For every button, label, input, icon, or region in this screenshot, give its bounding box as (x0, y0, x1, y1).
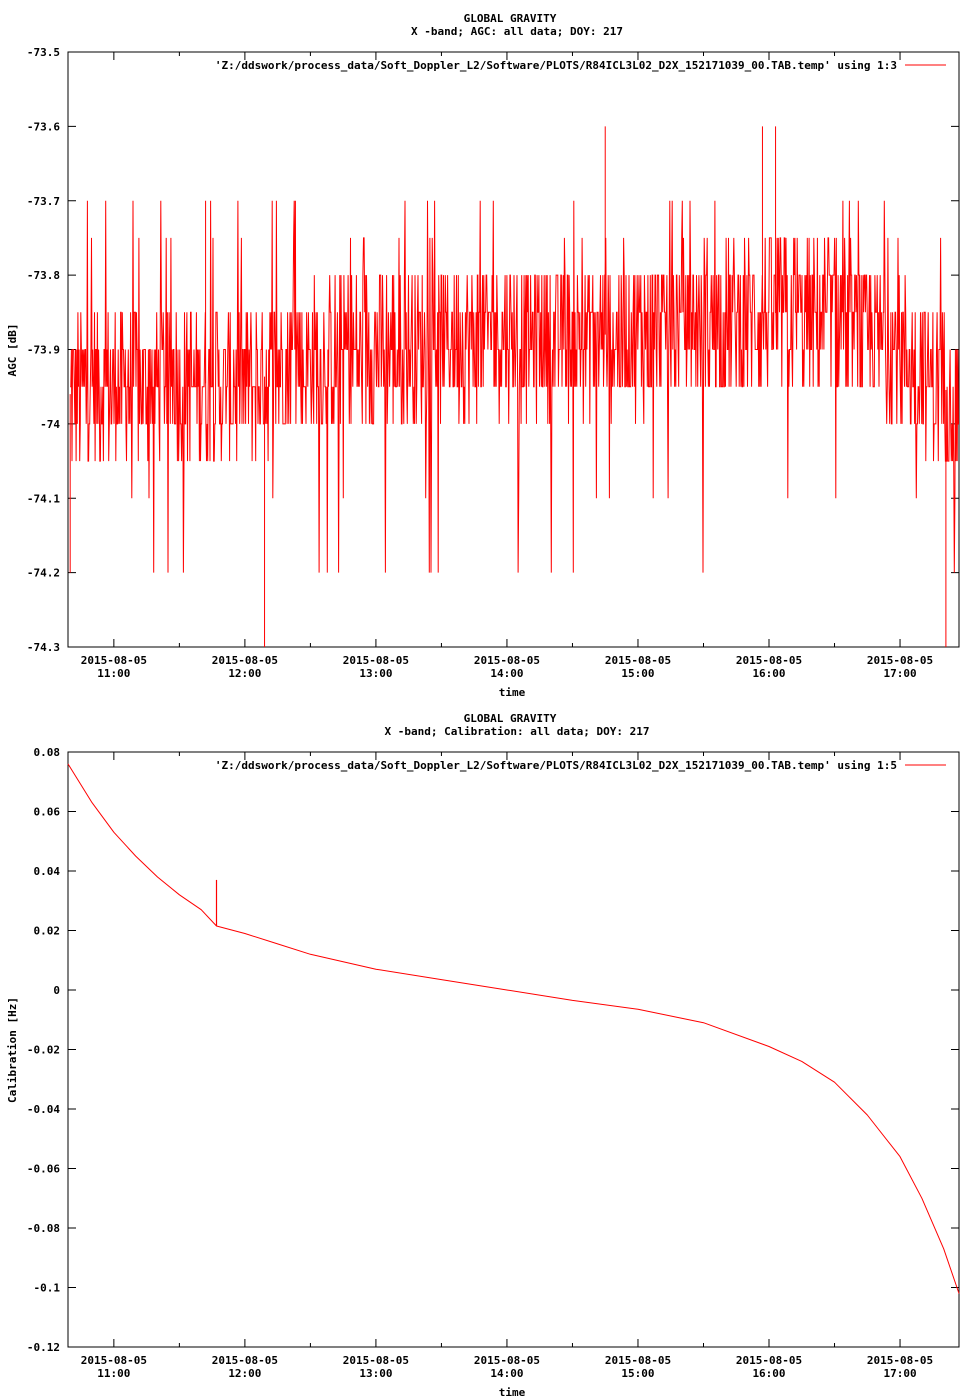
x-tick-date-label: 2015-08-05 (474, 1354, 540, 1367)
y-tick-label: -0.04 (27, 1103, 60, 1116)
x-tick-date-label: 2015-08-05 (474, 654, 540, 667)
x-tick-time-label: 13:00 (359, 1367, 392, 1380)
x-tick-date-label: 2015-08-05 (212, 654, 278, 667)
calibration-x-axis-label: time (499, 1386, 526, 1399)
agc-chart: GLOBAL GRAVITY X -band; AGC: all data; D… (6, 12, 960, 699)
x-tick-date-label: 2015-08-05 (212, 1354, 278, 1367)
calibration-legend-label: 'Z:/ddswork/process_data/Soft_Doppler_L2… (215, 759, 897, 772)
y-tick-label: -0.02 (27, 1044, 60, 1057)
x-tick-date-label: 2015-08-05 (867, 654, 933, 667)
y-tick-label: 0.02 (34, 925, 61, 938)
x-tick-time-label: 14:00 (490, 667, 523, 680)
agc-y-axis-label: AGC [dB] (6, 324, 19, 377)
x-tick-date-label: 2015-08-05 (343, 654, 409, 667)
y-tick-label: 0.06 (34, 806, 61, 819)
agc-x-axis-label: time (499, 686, 526, 699)
y-tick-label: -73.6 (27, 120, 60, 133)
x-tick-time-label: 12:00 (228, 667, 261, 680)
y-tick-label: -74.3 (27, 641, 60, 654)
y-tick-label: -74.2 (27, 567, 60, 580)
y-tick-label: 0.08 (34, 746, 61, 759)
x-tick-time-label: 17:00 (883, 667, 916, 680)
x-tick-date-label: 2015-08-05 (81, 654, 147, 667)
y-tick-label: 0 (53, 984, 60, 997)
x-tick-time-label: 13:00 (359, 667, 392, 680)
x-tick-date-label: 2015-08-05 (605, 1354, 671, 1367)
x-tick-date-label: 2015-08-05 (343, 1354, 409, 1367)
x-tick-time-label: 16:00 (752, 667, 785, 680)
calibration-chart-subtitle: X -band; Calibration: all data; DOY: 217 (385, 725, 650, 738)
y-tick-label: -74.1 (27, 492, 60, 505)
x-tick-time-label: 11:00 (97, 667, 130, 680)
x-tick-date-label: 2015-08-05 (736, 654, 802, 667)
calibration-chart: GLOBAL GRAVITY X -band; Calibration: all… (6, 712, 960, 1399)
y-tick-label: -73.7 (27, 195, 60, 208)
y-tick-label: 0.04 (34, 865, 61, 878)
calibration-chart-title: GLOBAL GRAVITY (464, 712, 557, 725)
y-tick-label: -73.9 (27, 344, 60, 357)
y-tick-label: -73.5 (27, 46, 60, 59)
x-tick-time-label: 15:00 (621, 1367, 654, 1380)
agc-chart-subtitle: X -band; AGC: all data; DOY: 217 (411, 25, 623, 38)
x-tick-date-label: 2015-08-05 (867, 1354, 933, 1367)
calibration-plot-frame (67, 751, 960, 1348)
y-tick-label: -73.8 (27, 269, 60, 282)
calibration-series-line (67, 763, 960, 1294)
y-tick-label: -0.08 (27, 1222, 60, 1235)
y-tick-label: -0.1 (34, 1282, 61, 1295)
x-tick-time-label: 11:00 (97, 1367, 130, 1380)
y-tick-label: -0.06 (27, 1163, 60, 1176)
agc-legend-label: 'Z:/ddswork/process_data/Soft_Doppler_L2… (215, 59, 897, 72)
y-tick-label: -0.12 (27, 1341, 60, 1354)
x-tick-time-label: 16:00 (752, 1367, 785, 1380)
agc-chart-title: GLOBAL GRAVITY (464, 12, 557, 25)
x-tick-time-label: 15:00 (621, 667, 654, 680)
x-tick-date-label: 2015-08-05 (736, 1354, 802, 1367)
y-tick-label: -74 (40, 418, 60, 431)
x-tick-date-label: 2015-08-05 (81, 1354, 147, 1367)
calibration-y-axis-label: Calibration [Hz] (6, 997, 19, 1103)
x-tick-date-label: 2015-08-05 (605, 654, 671, 667)
x-tick-time-label: 17:00 (883, 1367, 916, 1380)
agc-series-line (70, 200, 959, 573)
x-tick-time-label: 12:00 (228, 1367, 261, 1380)
x-tick-time-label: 14:00 (490, 1367, 523, 1380)
